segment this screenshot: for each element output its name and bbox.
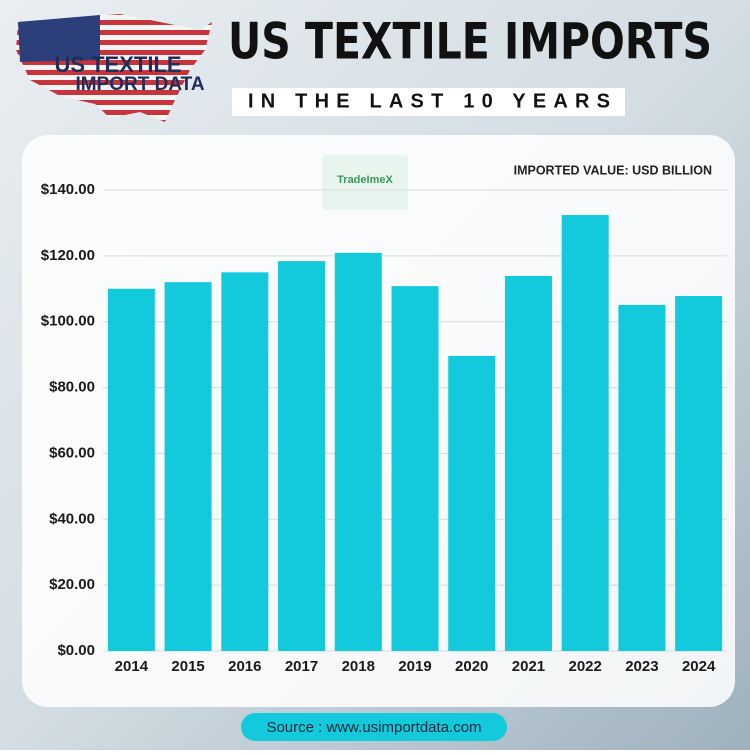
subtitle-box <box>232 88 625 116</box>
bar <box>504 275 552 651</box>
bar <box>448 355 496 651</box>
y-tick-label: $120.00 <box>41 247 95 264</box>
source-pill <box>241 713 507 741</box>
chart-title: US TEXTILE IMPORTS <box>228 13 712 71</box>
x-tick-label: 2016 <box>228 658 261 675</box>
x-tick-label: 2021 <box>512 658 545 675</box>
x-tick-label: 2019 <box>398 658 431 675</box>
bar <box>221 272 269 651</box>
logo-line: US TEXTILE <box>54 52 181 77</box>
source: Source : www.usimportdata.com <box>266 719 481 736</box>
plot-area: $0.00 $20.00 $40.00 $60.00 $80.00 $100.00 $120… <box>41 181 727 675</box>
bar <box>675 296 723 651</box>
bar <box>561 215 609 652</box>
x-tick-label: 2022 <box>568 658 601 675</box>
y-tick-label: $20.00 <box>49 576 95 593</box>
y-tick-label: $80.00 <box>49 379 95 396</box>
bar <box>164 282 212 651</box>
watermark: TradeImeX <box>337 174 393 186</box>
x-tick-label: 2023 <box>625 658 658 675</box>
y-tick-label: $100.00 <box>41 313 95 330</box>
flag-canton <box>18 15 100 62</box>
y-tick-label: $60.00 <box>49 444 95 461</box>
watermark-box <box>322 155 408 210</box>
x-tick-label: 2018 <box>342 658 375 675</box>
annotation: IMPORTED VALUE: USD BILLION <box>514 163 712 177</box>
bar <box>391 286 439 651</box>
bar <box>278 261 326 651</box>
x-tick-label: 2014 <box>115 658 149 675</box>
bar <box>618 304 666 651</box>
y-tick-label: $140.00 <box>41 181 95 198</box>
x-tick-label: 2024 <box>682 658 716 675</box>
bar <box>107 288 155 651</box>
x-tick-label: 2017 <box>285 658 318 675</box>
x-tick-label: 2015 <box>171 658 204 675</box>
logo-line: IMPORT DATA <box>75 74 204 95</box>
y-tick-label: $40.00 <box>49 510 95 527</box>
x-tick-label: 2020 <box>455 658 488 675</box>
y-tick-label: $0.00 <box>57 642 95 659</box>
bar <box>334 252 382 652</box>
